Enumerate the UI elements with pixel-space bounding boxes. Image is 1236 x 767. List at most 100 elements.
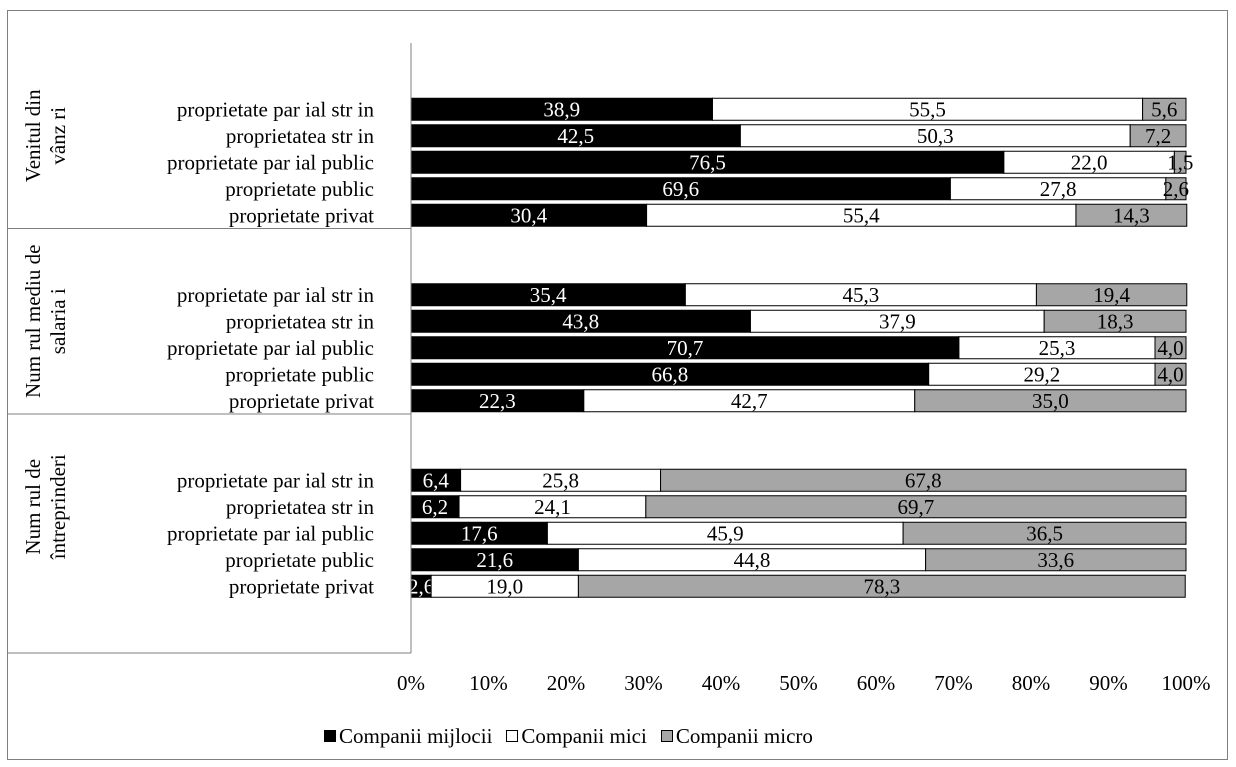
category-label-g3-r4: proprietate public <box>225 548 374 572</box>
x-tick-label-1: 10% <box>469 671 508 695</box>
data-label-companii-mici-g2-r2: 37,9 <box>879 309 916 333</box>
bar-segment-companii-micro-g3-r5 <box>577 574 1186 598</box>
data-label-companii-micro-g1-r3: 1,5 <box>1167 150 1193 174</box>
data-label-companii-mici-g2-r5: 42,7 <box>731 389 768 413</box>
bar-segment-companii-micro-g1-r3 <box>1173 150 1187 174</box>
data-label-companii-micro-g1-r4: 2,6 <box>1163 177 1189 201</box>
data-label-companii-mici-g2-r4: 29,2 <box>1023 362 1060 386</box>
data-label-companii-micro-g3-r4: 33,6 <box>1037 548 1074 572</box>
legend-item-micro: Companii micro <box>660 723 813 749</box>
bar-segment-companii-micro-g2-r3 <box>1154 336 1187 360</box>
bar-segment-companii-micro-g1-r4 <box>1165 177 1187 201</box>
data-label-companii-micro-g1-r1: 5,6 <box>1151 97 1177 121</box>
group-label-g1-line1: Venitul din <box>21 89 45 182</box>
data-label-companii-mici-g3-r1: 25,8 <box>542 468 579 492</box>
category-label-g3-r2: proprietatea str in <box>226 495 375 519</box>
group-label-g2-line2: salaria i <box>46 288 70 354</box>
bar-segment-companii-micro-g1-r5 <box>1075 203 1188 227</box>
bar-segment-companii-micro-g2-r5 <box>914 389 1187 413</box>
legend-label-mijlocii: Companii mijlocii <box>339 723 493 748</box>
bar-segment-companii-micro-g2-r4 <box>1154 362 1187 386</box>
data-label-companii-mijlocii-g3-r2: 6,2 <box>422 495 448 519</box>
data-label-companii-mijlocii-g1-r4: 69,6 <box>662 177 699 201</box>
data-label-companii-mijlocii-g3-r1: 6,4 <box>423 468 450 492</box>
legend-swatch-mijlocii <box>324 730 336 742</box>
category-label-g1-r2: proprietatea str in <box>226 124 375 148</box>
bar-segment-companii-micro-g3-r4 <box>925 548 1187 572</box>
bar-segment-companii-micro-g1-r2 <box>1129 124 1187 148</box>
x-tick-label-9: 90% <box>1089 671 1128 695</box>
legend: Companii mijlocii Companii mici Companii… <box>324 723 813 749</box>
data-label-companii-mici-g3-r3: 45,9 <box>707 521 744 545</box>
bar-segment-companii-micro-g2-r1 <box>1035 283 1188 307</box>
data-label-companii-micro-g3-r5: 78,3 <box>863 574 900 598</box>
legend-label-mici: Companii mici <box>521 723 647 748</box>
bar-segment-companii-micro-g3-r2 <box>645 495 1187 519</box>
data-label-companii-mici-g1-r3: 22,0 <box>1071 150 1108 174</box>
category-label-g2-r3: proprietate par ial public <box>167 336 374 360</box>
legend-item-mici: Companii mici <box>506 723 647 749</box>
category-label-g3-r1: proprietate par ial str in <box>177 468 375 492</box>
bar-segment-companii-micro-g3-r1 <box>660 468 1187 492</box>
x-tick-label-3: 30% <box>624 671 663 695</box>
group-label-g3-line2: întreprinderi <box>46 454 70 560</box>
data-label-companii-mici-g1-r4: 27,8 <box>1040 177 1077 201</box>
x-tick-label-7: 70% <box>934 671 973 695</box>
bar-segment-companii-micro-g1-r1 <box>1142 97 1187 121</box>
data-label-companii-mijlocii-g2-r1: 35,4 <box>530 283 567 307</box>
data-label-companii-mijlocii-g2-r5: 22,3 <box>479 389 516 413</box>
chart-frame: proprietate par ial str in 38,9 55,5 5,6 pro… <box>7 10 1228 760</box>
data-label-companii-micro-g1-r5: 14,3 <box>1113 203 1150 227</box>
data-label-companii-micro-g3-r3: 36,5 <box>1026 521 1063 545</box>
legend-label-micro: Companii micro <box>675 723 813 748</box>
data-label-companii-micro-g3-r1: 67,8 <box>905 468 942 492</box>
data-label-companii-mici-g2-r3: 25,3 <box>1039 336 1076 360</box>
data-label-companii-mijlocii-g2-r4: 66,8 <box>651 362 688 386</box>
data-label-companii-mijlocii-g1-r3: 76,5 <box>689 150 726 174</box>
x-tick-label-8: 80% <box>1012 671 1051 695</box>
data-label-companii-mici-g1-r2: 50,3 <box>917 124 954 148</box>
data-label-companii-mijlocii-g1-r5: 30,4 <box>510 203 547 227</box>
category-label-g2-r2: proprietatea str in <box>226 309 375 333</box>
category-label-g3-r5: proprietate privat <box>229 574 374 598</box>
x-tick-label-4: 40% <box>702 671 741 695</box>
data-label-companii-micro-g2-r1: 19,4 <box>1093 283 1130 307</box>
group-label-g1-line2: vânz ri <box>46 107 70 165</box>
group-label-g2-line1: Num rul mediu de <box>21 245 45 398</box>
data-label-companii-micro-g1-r2: 7,2 <box>1145 124 1171 148</box>
data-label-companii-mijlocii-g2-r3: 70,7 <box>667 336 704 360</box>
x-tick-label-5: 50% <box>779 671 818 695</box>
data-label-companii-mici-g1-r5: 55,4 <box>843 203 880 227</box>
data-label-companii-micro-g2-r4: 4,0 <box>1157 362 1183 386</box>
stacked-bar-chart: proprietate par ial str in 38,9 55,5 5,6 pro… <box>8 43 1211 695</box>
data-label-companii-mijlocii-g1-r2: 42,5 <box>557 124 594 148</box>
group-label-g3-line1: Num rul de <box>21 459 45 555</box>
legend-swatch-mici <box>506 730 519 742</box>
category-label-g1-r5: proprietate privat <box>229 203 374 227</box>
x-tick-label-6: 60% <box>857 671 896 695</box>
data-label-companii-mijlocii-g2-r2: 43,8 <box>562 309 599 333</box>
legend-item-mijlocii: Companii mijlocii <box>324 724 492 749</box>
category-label-g1-r3: proprietate par ial public <box>167 150 374 174</box>
data-label-companii-mici-g1-r1: 55,5 <box>909 97 946 121</box>
data-label-companii-mici-g3-r2: 24,1 <box>534 495 571 519</box>
category-label-g2-r4: proprietate public <box>225 362 374 386</box>
category-label-g2-r5: proprietate privat <box>229 389 374 413</box>
data-label-companii-micro-g2-r3: 4,0 <box>1157 336 1183 360</box>
legend-swatch-micro <box>660 730 673 742</box>
category-label-g1-r4: proprietate public <box>225 177 374 201</box>
x-tick-label-2: 20% <box>547 671 586 695</box>
data-label-companii-micro-g3-r2: 69,7 <box>898 495 935 519</box>
data-label-companii-mici-g2-r1: 45,3 <box>843 283 880 307</box>
data-label-companii-mici-g3-r4: 44,8 <box>734 548 771 572</box>
x-tick-label-10: 100% <box>1162 671 1211 695</box>
data-label-companii-micro-g2-r2: 18,3 <box>1097 309 1134 333</box>
bar-segment-companii-micro-g3-r3 <box>902 521 1187 545</box>
category-label-g1-r1: proprietate par ial str in <box>177 97 375 121</box>
x-tick-label-0: 0% <box>397 671 425 695</box>
data-label-companii-micro-g2-r5: 35,0 <box>1032 389 1069 413</box>
data-label-companii-mijlocii-g3-r5: 2,6 <box>408 574 434 598</box>
data-label-companii-mijlocii-g3-r3: 17,6 <box>461 521 498 545</box>
bar-segment-companii-micro-g2-r2 <box>1043 309 1187 333</box>
data-label-companii-mici-g3-r5: 19,0 <box>486 574 523 598</box>
